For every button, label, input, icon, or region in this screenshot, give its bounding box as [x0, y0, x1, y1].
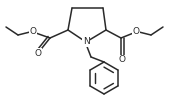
Text: O: O	[34, 48, 42, 58]
Text: O: O	[119, 55, 125, 65]
Text: N: N	[83, 38, 89, 46]
Text: O: O	[30, 28, 37, 36]
Text: O: O	[133, 28, 139, 36]
